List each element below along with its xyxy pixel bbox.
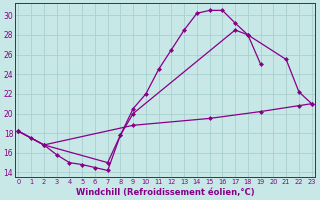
X-axis label: Windchill (Refroidissement éolien,°C): Windchill (Refroidissement éolien,°C)	[76, 188, 254, 197]
